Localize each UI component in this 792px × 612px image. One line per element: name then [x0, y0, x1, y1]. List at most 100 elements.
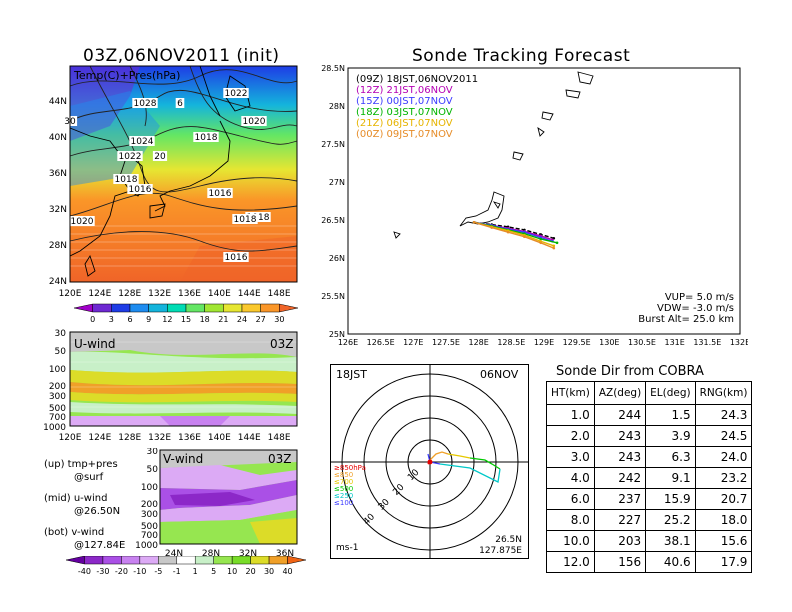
table-cell: 17.9: [694, 551, 753, 573]
uwind-x-labels: 120E 124E 128E 132E 136E 140E 144E 148E: [59, 433, 291, 443]
colorbar-swatch: [158, 556, 178, 565]
uwind-x-label: 148E: [268, 433, 291, 443]
sonde-tracks: [472, 220, 559, 250]
vwind-x-labels: 24N 28N 32N 36N: [165, 549, 294, 559]
table-cell: 18.0: [694, 509, 753, 531]
track-point: [552, 244, 556, 248]
colorbar-label: -5: [154, 567, 162, 576]
track-param: Burst Alt= 25.0 km: [638, 314, 734, 325]
colorbar-label: -40: [78, 567, 91, 576]
uwind-y-label: 200: [49, 382, 66, 392]
colorbar-swatch: [213, 556, 233, 565]
lon-label: 128E: [118, 289, 141, 299]
table-cell: 24.0: [694, 446, 753, 468]
table-cell: 15.9: [645, 488, 696, 510]
track-lon-label: 130E: [599, 338, 619, 347]
pressure-label: 1028: [134, 99, 157, 109]
table-header: HT(km): [546, 381, 595, 405]
colorbar-swatch: [139, 556, 159, 565]
track-legend-entry: (21Z) 06JST,07NOV: [356, 118, 453, 129]
table-cell: 3.9: [645, 425, 696, 447]
uwind-x-label: 128E: [118, 433, 141, 443]
pressure-label: 6: [177, 99, 183, 109]
track-lat-label: 27N: [329, 178, 345, 187]
polar-unit: ms-1: [336, 543, 358, 553]
height-legend-entry: ≤500: [334, 485, 353, 493]
table-cell: 203: [593, 530, 647, 552]
colorbar-label: 1: [193, 567, 198, 576]
uwind-y-label: 500: [49, 404, 66, 414]
sonde-table-title: Sonde Dir from COBRA: [556, 364, 704, 379]
track-lon-label: 128E: [469, 338, 489, 347]
table-cell: 4.0: [546, 467, 595, 489]
table-header: RNG(km): [694, 381, 753, 405]
colorbar-swatch: [176, 556, 196, 565]
height-legend-entry: ≤850: [334, 471, 353, 479]
table-cell: 6.3: [645, 446, 696, 468]
table-row: 1.0 244 1.5 24.3: [546, 404, 753, 426]
track-legend-entry: (00Z) 09JST,07NOV: [356, 129, 453, 140]
uwind-x-label: 136E: [178, 433, 201, 443]
note-up: (up) tmp+pres: [44, 459, 118, 470]
table-cell: 24.3: [694, 404, 753, 426]
lon-label: 144E: [238, 289, 261, 299]
uwind-y-label: 1000: [43, 423, 66, 433]
track-point: [539, 237, 543, 241]
colorbar-label: 5: [211, 567, 216, 576]
colorbar-label: 10: [227, 567, 237, 576]
vwind-x-label: 28N: [202, 549, 220, 559]
track-legend-entry: (18Z) 03JST,07NOV: [356, 107, 453, 118]
table-cell: 3.0: [546, 446, 595, 468]
track-point: [555, 241, 559, 245]
vwind-colorbar: -40 -30 -20 -10 -5 -1 1 5 10 20 30 40: [65, 556, 307, 576]
colorbar-swatch: [250, 556, 270, 565]
track-lat-label: 28.5N: [321, 64, 345, 73]
colorbar-label: 21: [218, 315, 228, 324]
table-cell: 6.0: [546, 488, 595, 510]
track-lon-label: 126.5E: [367, 338, 395, 347]
polar-rings: [330, 364, 529, 559]
colorbar-label: 40: [282, 567, 292, 576]
table-cell: 243: [593, 446, 647, 468]
vwind-x-label: 36N: [276, 549, 294, 559]
polar-lat: 26.5N: [495, 535, 522, 545]
track-point: [490, 226, 494, 229]
note-mid-sub: @26.50N: [74, 506, 121, 517]
lat-label: 32N: [49, 205, 67, 215]
track-line: [473, 221, 555, 249]
uwind-y-label: 30: [55, 329, 67, 339]
uwind-y-label: 300: [49, 392, 66, 402]
pressure-label: 20: [154, 152, 166, 162]
vwind-y-label: 100: [141, 483, 158, 493]
colorbar-label: 30: [274, 315, 284, 324]
uwind-x-label: 124E: [88, 433, 111, 443]
pressure-label: 1016: [209, 189, 232, 199]
legend-notes: (up) tmp+pres @surf (mid) u-wind @26.50N…: [44, 458, 125, 552]
uwind-x-label: 132E: [148, 433, 171, 443]
colorbar-swatch: [129, 303, 149, 313]
lat-label: 24N: [49, 277, 67, 287]
table-header: AZ(deg): [593, 381, 647, 405]
vwind-y-label: 1000: [135, 541, 158, 548]
colorbar-label: 9: [146, 315, 151, 324]
top-map-lat-labels: 44N 40N 36N 32N 28N 24N: [49, 97, 67, 287]
top-map-lon-labels: 120E 124E 128E 132E 136E 140E 144E 148E: [59, 289, 291, 299]
pressure-label: 1018: [115, 175, 138, 185]
colorbar-swatch: [260, 303, 280, 313]
colorbar-swatch: [121, 556, 141, 565]
vwind-time: 03Z: [268, 452, 292, 466]
table-cell: 9.1: [645, 467, 696, 489]
table-row: 10.0 203 38.1 15.6: [546, 530, 753, 552]
table-cell: 23.2: [694, 467, 753, 489]
track-lon-label: 132E: [730, 338, 748, 347]
table-cell: 242: [593, 467, 647, 489]
table-cell: 156: [593, 551, 647, 573]
table-row: 8.0 227 25.2 18.0: [546, 509, 753, 531]
table-cell: 24.5: [694, 425, 753, 447]
uwind-x-label: 120E: [59, 433, 82, 443]
track-point: [523, 235, 526, 239]
table-cell: 12.0: [546, 551, 595, 573]
